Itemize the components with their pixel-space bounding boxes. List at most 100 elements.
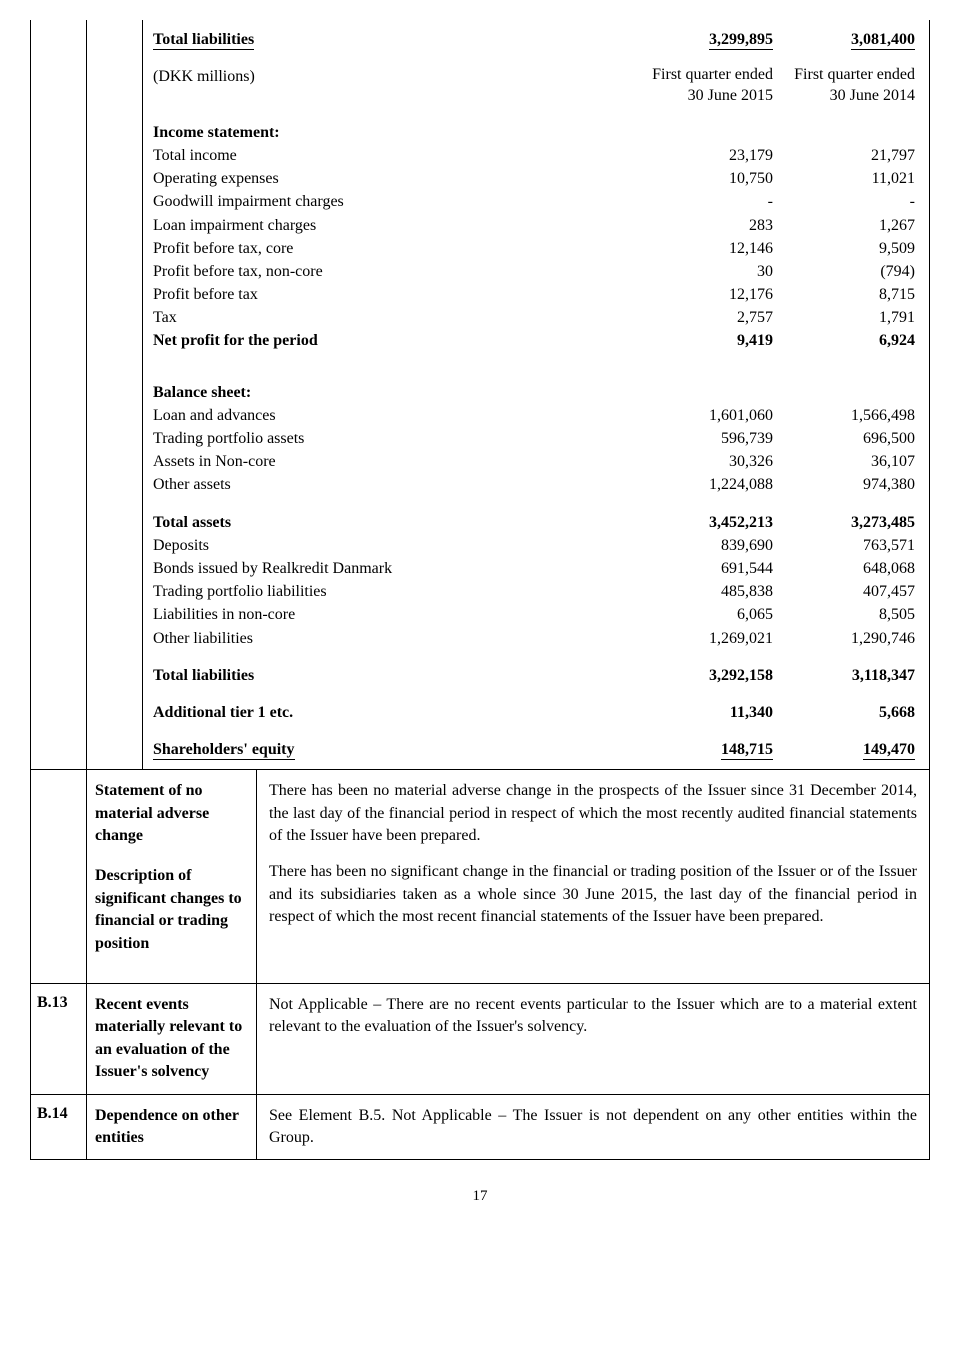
row-value-2015: 10,750 — [635, 167, 785, 190]
row-b14: B.14 Dependence on other entities See El… — [31, 1095, 929, 1160]
row-value-2015: 485,838 — [635, 580, 785, 603]
row-value-2014: 974,380 — [785, 473, 915, 496]
table-row: Other liabilities1,269,0211,290,746 — [153, 627, 915, 650]
table-row: Assets in Non-core30,32636,107 — [153, 450, 915, 473]
balance-sheet-header: Balance sheet: — [153, 381, 915, 404]
statement-para-1: There has been no material adverse chang… — [269, 780, 917, 847]
liability-rows: Deposits839,690763,571Bonds issued by Re… — [153, 534, 915, 650]
row-period-header: (DKK millions) First quarter ended 30 Ju… — [153, 65, 915, 107]
table-row: Bonds issued by Realkredit Danmark691,54… — [153, 557, 915, 580]
row-value-2015: 839,690 — [635, 534, 785, 557]
page-number: 17 — [30, 1188, 930, 1205]
table-row: Liabilities in non-core6,0658,505 — [153, 603, 915, 626]
row-value-2015: 2,757 — [635, 306, 785, 329]
statement-body: There has been no material adverse chang… — [257, 770, 929, 983]
row-total-assets: Total assets 3,452,213 3,273,485 — [153, 511, 915, 534]
row-value-2014: 9,509 — [785, 237, 915, 260]
row-value-2014: 407,457 — [785, 580, 915, 603]
table-row: Trading portfolio liabilities485,838407,… — [153, 580, 915, 603]
title-column-empty — [87, 20, 143, 769]
row-label: Deposits — [153, 534, 635, 557]
unit-label: (DKK millions) — [153, 65, 635, 88]
row-value-2014: 1,267 — [785, 214, 915, 237]
row-label: Profit before tax — [153, 283, 635, 306]
row-additional-tier1: Additional tier 1 etc. 11,340 5,668 — [153, 701, 915, 724]
row-label: Assets in Non-core — [153, 450, 635, 473]
row-value-2015: 6,065 — [635, 603, 785, 626]
row-label: Trading portfolio assets — [153, 427, 635, 450]
row-total-liabilities-top: Total liabilities 3,299,895 3,081,400 — [153, 28, 915, 51]
table-row: Total income23,17921,797 — [153, 144, 915, 167]
balance-rows: Loan and advances1,601,0601,566,498Tradi… — [153, 404, 915, 497]
period-2014: First quarter ended 30 June 2014 — [785, 65, 915, 107]
row-label: Tax — [153, 306, 635, 329]
item-text: See Element B.5. Not Applicable – The Is… — [257, 1095, 929, 1160]
statement-para-2: There has been no significant change in … — [269, 861, 917, 928]
row-label: Other liabilities — [153, 627, 635, 650]
table-row: Loan and advances1,601,0601,566,498 — [153, 404, 915, 427]
row-label: Other assets — [153, 473, 635, 496]
table-row: Deposits839,690763,571 — [153, 534, 915, 557]
row-value-2015: 23,179 — [635, 144, 785, 167]
income-statement-header: Income statement: — [153, 121, 915, 144]
row-value-2014: 1,791 — [785, 306, 915, 329]
row-value-2014: 21,797 — [785, 144, 915, 167]
table-row: Trading portfolio assets596,739696,500 — [153, 427, 915, 450]
row-value-2014: 8,505 — [785, 603, 915, 626]
table-row: Goodwill impairment charges-- — [153, 190, 915, 213]
table-row: Profit before tax, non-core30(794) — [153, 260, 915, 283]
item-title: Dependence on other entities — [87, 1095, 257, 1160]
row-value-2015: 1,224,088 — [635, 473, 785, 496]
row-label: Total income — [153, 144, 635, 167]
row-total-liabilities-bottom: Total liabilities 3,292,158 3,118,347 — [153, 664, 915, 687]
table-row: Other assets1,224,088974,380 — [153, 473, 915, 496]
row-value-2015: 12,176 — [635, 283, 785, 306]
period-2015: First quarter ended 30 June 2015 — [635, 65, 785, 107]
row-label: Goodwill impairment charges — [153, 190, 635, 213]
row-value-2015: 283 — [635, 214, 785, 237]
item-id: B.13 — [31, 984, 87, 1094]
row-value-2015: - — [635, 190, 785, 213]
row-value-2014: 1,566,498 — [785, 404, 915, 427]
document-table: Total liabilities 3,299,895 3,081,400 (D… — [30, 20, 930, 1160]
row-value-2015: 12,146 — [635, 237, 785, 260]
row-value-2014: - — [785, 190, 915, 213]
row-label: Loan and advances — [153, 404, 635, 427]
row-value-2015: 691,544 — [635, 557, 785, 580]
row-shareholders-equity: Shareholders' equity 148,715 149,470 — [153, 738, 915, 761]
row-value-2014: 696,500 — [785, 427, 915, 450]
row-label: Loan impairment charges — [153, 214, 635, 237]
row-value-2014: (794) — [785, 260, 915, 283]
financial-content: Total liabilities 3,299,895 3,081,400 (D… — [143, 20, 929, 769]
row-label: Bonds issued by Realkredit Danmark — [153, 557, 635, 580]
row-value-2015: 30,326 — [635, 450, 785, 473]
statement-title-1: Statement of no material adverse change — [95, 780, 248, 847]
statement-title-2: Description of significant changes to fi… — [95, 865, 248, 955]
row-b13: B.13 Recent events materially relevant t… — [31, 984, 929, 1095]
statement-titles: Statement of no material adverse change … — [87, 770, 257, 983]
value-2015: 3,299,895 — [709, 31, 773, 50]
row-value-2015: 596,739 — [635, 427, 785, 450]
value-2014: 3,081,400 — [851, 31, 915, 50]
table-row: Tax2,7571,791 — [153, 306, 915, 329]
table-row: Profit before tax, core12,1469,509 — [153, 237, 915, 260]
table-row: Loan impairment charges2831,267 — [153, 214, 915, 237]
row-label: Profit before tax, core — [153, 237, 635, 260]
item-title: Recent events materially relevant to an … — [87, 984, 257, 1094]
statement-section: Statement of no material adverse change … — [31, 770, 929, 984]
item-text: Not Applicable – There are no recent eve… — [257, 984, 929, 1094]
label: Total liabilities — [153, 31, 254, 50]
row-value-2014: 11,021 — [785, 167, 915, 190]
row-value-2015: 1,269,021 — [635, 627, 785, 650]
income-rows: Total income23,17921,797Operating expens… — [153, 144, 915, 330]
row-value-2014: 648,068 — [785, 557, 915, 580]
row-value-2014: 36,107 — [785, 450, 915, 473]
row-label: Trading portfolio liabilities — [153, 580, 635, 603]
table-row: Profit before tax12,1768,715 — [153, 283, 915, 306]
financial-section: Total liabilities 3,299,895 3,081,400 (D… — [31, 20, 929, 770]
item-id: B.14 — [31, 1095, 87, 1160]
row-value-2014: 763,571 — [785, 534, 915, 557]
row-label: Operating expenses — [153, 167, 635, 190]
id-column-empty — [31, 20, 87, 769]
table-row: Operating expenses10,75011,021 — [153, 167, 915, 190]
